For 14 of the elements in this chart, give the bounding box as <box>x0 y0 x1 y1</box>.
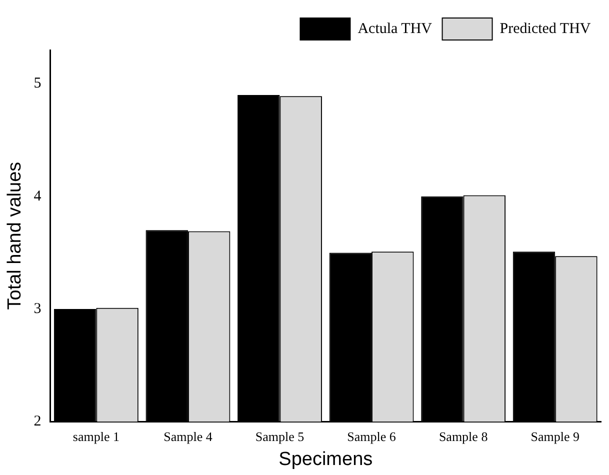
legend-label: Predicted THV <box>500 20 591 37</box>
y-tick-label: 3 <box>34 300 42 317</box>
x-tick-label: Sample 9 <box>530 428 580 444</box>
y-tick-label: 5 <box>34 76 42 92</box>
y-axis-title: Total hand values <box>4 162 26 310</box>
x-tick-label: Sample 8 <box>438 428 488 444</box>
x-tick-label: Sample 5 <box>255 428 304 444</box>
y-tick-label: 2 <box>34 414 42 430</box>
x-axis-title: Specimens <box>278 448 373 470</box>
x-tick-label: sample 1 <box>72 428 120 444</box>
x-tick-label: Sample 4 <box>164 428 213 444</box>
y-tick-label: 4 <box>34 188 42 204</box>
legend-label: Actula THV <box>358 20 432 37</box>
x-tick-label: Sample 6 <box>347 428 396 444</box>
